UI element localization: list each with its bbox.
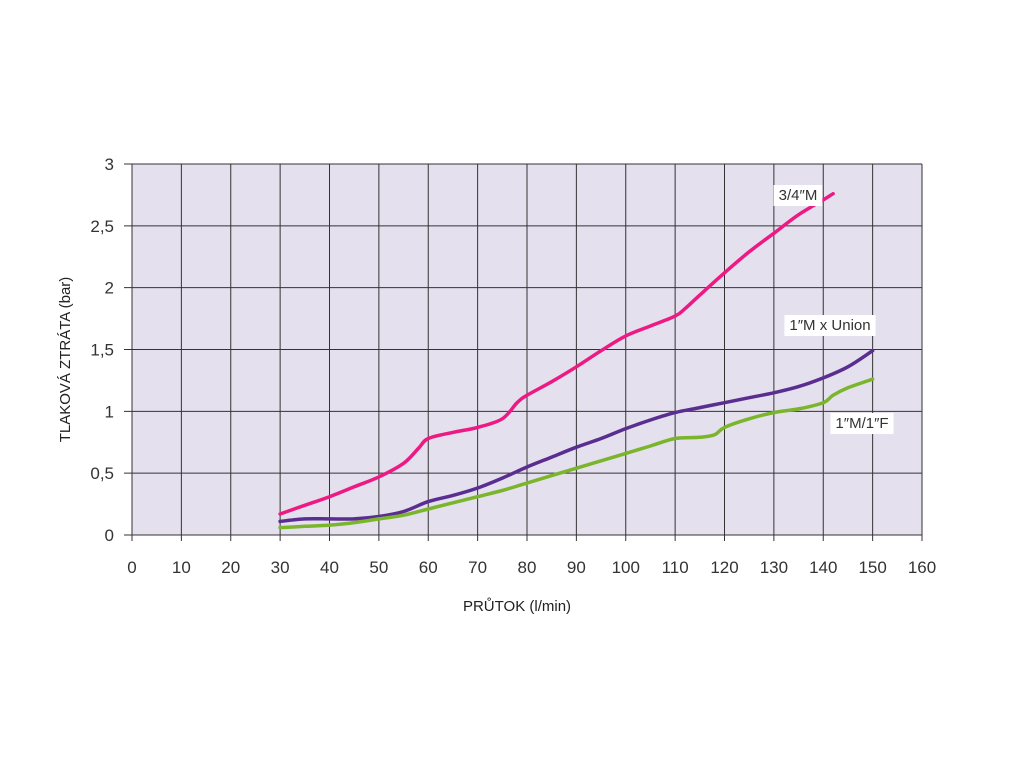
series-label-2: 1″M/1″F <box>835 415 888 432</box>
x-tick-label: 160 <box>908 558 936 577</box>
y-tick-label: 2 <box>105 279 114 298</box>
series-label-0: 3/4″M <box>779 187 818 204</box>
x-tick-label: 10 <box>172 558 191 577</box>
y-tick-label: 1 <box>105 402 114 421</box>
series-label-background <box>773 185 823 206</box>
series-label-1: 1″M x Union <box>789 317 870 334</box>
x-tick-label: 50 <box>369 558 388 577</box>
x-axis-ticks: 0 10 20 30 40 50 60 70 80 90 100 110 120 130 140 150 160 <box>127 558 936 577</box>
x-tick-label: 110 <box>662 558 689 577</box>
x-tick-label: 90 <box>567 558 586 577</box>
series-line-2 <box>278 377 875 530</box>
y-tick-label: 3 <box>105 155 114 174</box>
x-tick-label: 120 <box>710 558 738 577</box>
x-tick-label: 70 <box>468 558 487 577</box>
y-tick-label: 0,5 <box>90 464 114 483</box>
series-label-background <box>830 413 894 434</box>
y-tick-label: 1,5 <box>90 341 114 360</box>
x-tick-label: 20 <box>221 558 240 577</box>
x-tick-label: 80 <box>518 558 537 577</box>
series-lines <box>278 191 875 530</box>
x-tick-label: 0 <box>127 558 136 577</box>
y-axis-ticks: 0 0,5 1 1,5 2 2,5 3 <box>90 155 114 545</box>
x-tick-label: 60 <box>419 558 438 577</box>
y-tick-label: 0 <box>105 526 114 545</box>
x-tick-label: 30 <box>271 558 290 577</box>
series-line-0 <box>278 191 835 516</box>
x-tick-label: 140 <box>809 558 837 577</box>
x-tick-label: 130 <box>760 558 788 577</box>
series-line-1 <box>278 348 875 524</box>
x-tick-label: 40 <box>320 558 339 577</box>
x-axis-title: PRŮTOK (l/min) <box>463 597 571 615</box>
x-tick-label: 150 <box>858 558 886 577</box>
y-tick-label: 2,5 <box>90 217 114 236</box>
series-label-background <box>784 315 876 336</box>
y-axis-title: TLAKOVÁ ZTRÁTA (bar) <box>57 277 74 443</box>
series-labels: 3/4″M 1″M x Union 1″M/1″F <box>773 185 894 434</box>
x-tick-label: 100 <box>612 558 640 577</box>
